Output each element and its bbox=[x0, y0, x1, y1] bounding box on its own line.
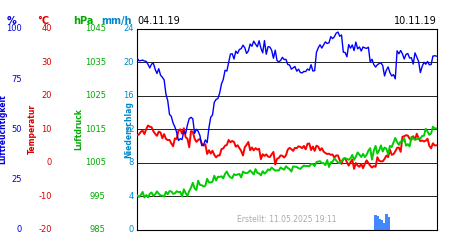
Text: 20: 20 bbox=[124, 58, 134, 67]
Bar bbox=[387, 217, 390, 230]
Text: 0: 0 bbox=[46, 158, 52, 168]
Text: 40: 40 bbox=[41, 24, 52, 33]
Text: 995: 995 bbox=[90, 192, 106, 201]
Text: 12: 12 bbox=[124, 125, 134, 134]
Text: 24: 24 bbox=[124, 24, 134, 33]
Text: 1045: 1045 bbox=[85, 24, 106, 33]
Text: Luftfeuchtigkeit: Luftfeuchtigkeit bbox=[0, 94, 8, 164]
Text: mm/h: mm/h bbox=[101, 16, 131, 26]
Text: 10.11.19: 10.11.19 bbox=[394, 16, 436, 26]
Text: 20: 20 bbox=[41, 91, 52, 100]
Text: 985: 985 bbox=[90, 226, 106, 234]
Text: 16: 16 bbox=[123, 91, 134, 100]
Text: hPa: hPa bbox=[73, 16, 94, 26]
Bar bbox=[385, 214, 388, 230]
Text: 50: 50 bbox=[11, 125, 22, 134]
Bar bbox=[379, 220, 383, 230]
Text: %: % bbox=[6, 16, 16, 26]
Text: Niederschlag: Niederschlag bbox=[124, 101, 133, 158]
Bar bbox=[376, 216, 379, 230]
Bar bbox=[378, 219, 381, 230]
Text: 0: 0 bbox=[129, 226, 134, 234]
Text: 1015: 1015 bbox=[85, 125, 106, 134]
Text: -10: -10 bbox=[38, 192, 52, 201]
Text: 04.11.19: 04.11.19 bbox=[137, 16, 180, 26]
Bar bbox=[374, 215, 378, 230]
Text: 10: 10 bbox=[41, 125, 52, 134]
Text: 75: 75 bbox=[11, 74, 22, 84]
Text: 1005: 1005 bbox=[85, 158, 106, 168]
Text: 1025: 1025 bbox=[85, 91, 106, 100]
Text: °C: °C bbox=[37, 16, 49, 26]
Text: 30: 30 bbox=[41, 58, 52, 67]
Text: 25: 25 bbox=[11, 175, 22, 184]
Text: 4: 4 bbox=[129, 192, 134, 201]
Text: Luftdruck: Luftdruck bbox=[74, 108, 83, 150]
Text: 8: 8 bbox=[129, 158, 134, 168]
Text: -20: -20 bbox=[38, 226, 52, 234]
Text: 100: 100 bbox=[6, 24, 22, 33]
Text: 0: 0 bbox=[16, 226, 22, 234]
Bar bbox=[383, 222, 386, 230]
Text: Temperatur: Temperatur bbox=[28, 104, 37, 154]
Text: Erstellt: 11.05.2025 19:11: Erstellt: 11.05.2025 19:11 bbox=[237, 215, 337, 224]
Text: 1035: 1035 bbox=[85, 58, 106, 67]
